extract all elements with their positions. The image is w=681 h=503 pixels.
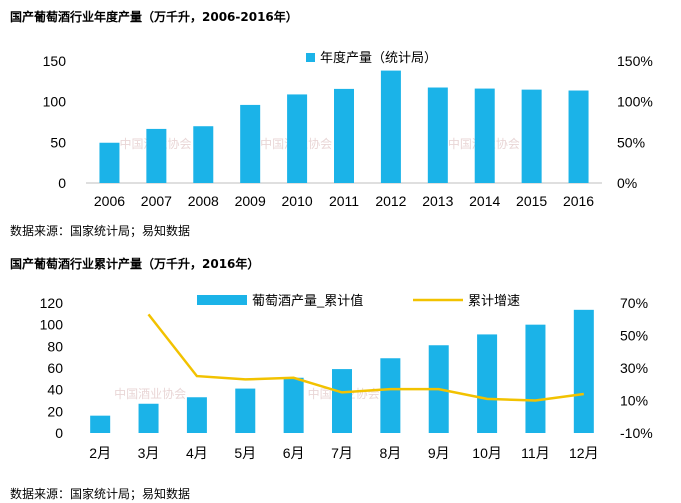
chart1-x-tick-label: 2016 (563, 193, 594, 209)
chart2-x-tick-label: 5月 (234, 445, 256, 461)
chart1-x-tick-label: 2015 (516, 193, 547, 209)
chart1-y-tick-label: 50 (50, 134, 66, 150)
chart2-x-tick-label: 7月 (331, 445, 353, 461)
chart2-x-tick-label: 11月 (521, 445, 550, 461)
chart2-bar (525, 324, 546, 433)
chart2-plot: 中国酒业协会中国酒业协会020406080100120-10%10%30%50%… (40, 293, 653, 461)
chart2-y-tick-label: 100 (40, 317, 64, 333)
chart1-x-tick-label: 2012 (375, 193, 406, 209)
chart1-bar (193, 126, 214, 183)
chart2-x-tick-label: 4月 (186, 445, 208, 461)
chart1-x-tick-label: 2007 (141, 193, 172, 209)
chart1-source: 数据来源：国家统计局；易知数据 (10, 224, 191, 238)
chart2-legend-bar-swatch (197, 295, 247, 305)
chart2-x-tick-label: 10月 (472, 445, 502, 461)
chart2-y-tick-label: 80 (47, 338, 63, 354)
chart1-x-tick-label: 2008 (188, 193, 219, 209)
chart1-y2-tick-label: 100% (617, 94, 653, 110)
chart2-bar (283, 377, 304, 433)
chart2-x-tick-label: 8月 (379, 445, 401, 461)
chart1-bar (521, 89, 542, 183)
chart2-x-tick-label: 12月 (569, 445, 599, 461)
chart1-x-tick-label: 2010 (282, 193, 313, 209)
chart1-title: 国产葡萄酒行业年度产量（万千升，2006-2016年） (10, 10, 298, 24)
chart1-bar (146, 128, 167, 183)
chart2-y-tick-label: 60 (47, 360, 63, 376)
chart2-legend-bar-label: 葡萄酒产量_累计值 (252, 293, 363, 308)
chart2-x-tick-label: 6月 (283, 445, 305, 461)
chart1-bar (334, 88, 354, 183)
chart1-y-tick-label: 150 (43, 53, 67, 69)
chart1-y2-tick-label: 150% (617, 53, 653, 69)
chart2-y2-tick-label: 10% (620, 393, 648, 409)
chart1-bar (287, 94, 308, 183)
chart1-bar (474, 88, 495, 183)
chart1-x-tick-label: 2013 (422, 193, 453, 209)
chart1-bar (99, 142, 120, 183)
chart1-legend-swatch (306, 53, 315, 62)
chart1-x-tick-label: 2011 (329, 193, 359, 209)
chart2-bar (380, 358, 401, 433)
chart1-y-tick-label: 0 (58, 175, 66, 191)
chart2-title: 国产葡萄酒行业累计产量（万千升，2016年） (10, 257, 260, 271)
chart2-bar (332, 369, 352, 433)
chart1-plot: 中国酒业协会中国酒业协会中国酒业协会0501001500%50%100%150%… (43, 50, 653, 209)
chart1-bar (427, 87, 448, 183)
chart2-bar (573, 309, 594, 433)
chart1-x-tick-label: 2009 (235, 193, 266, 209)
chart1-bar (568, 90, 589, 183)
chart2-bar (90, 415, 111, 433)
chart1-bar (380, 70, 401, 183)
chart2-legend-line-label: 累计增速 (468, 293, 520, 308)
chart2-y-tick-label: 0 (55, 425, 63, 441)
chart2-y2-tick-label: 70% (620, 295, 648, 311)
chart2-watermark: 中国酒业协会 (114, 386, 186, 401)
chart1-legend-label: 年度产量（统计局） (320, 50, 437, 65)
chart2-bar (477, 334, 498, 433)
chart2-source: 数据来源：国家统计局；易知数据 (10, 487, 191, 501)
chart2-bar (186, 397, 207, 433)
chart2-x-tick-label: 2月 (89, 445, 111, 461)
chart2-y2-tick-label: 50% (620, 328, 648, 344)
chart1-x-tick-label: 2006 (94, 193, 125, 209)
chart2-bar (138, 403, 159, 433)
chart1-x-tick-label: 2014 (469, 193, 500, 209)
chart1-y2-tick-label: 0% (617, 175, 637, 191)
chart2-x-tick-label: 3月 (138, 445, 160, 461)
chart2-y-tick-label: 120 (40, 295, 64, 311)
chart1-y-tick-label: 100 (43, 94, 67, 110)
chart1-bar (240, 104, 261, 183)
chart2-y2-tick-label: -10% (620, 425, 653, 441)
chart1-y2-tick-label: 50% (617, 134, 645, 150)
chart2-y-tick-label: 40 (47, 382, 63, 398)
chart2-bar (235, 388, 256, 433)
chart2-y-tick-label: 20 (47, 403, 63, 419)
chart2-x-tick-label: 9月 (428, 445, 450, 461)
chart2-y2-tick-label: 30% (620, 360, 648, 376)
chart2-growth-line (147, 313, 584, 402)
